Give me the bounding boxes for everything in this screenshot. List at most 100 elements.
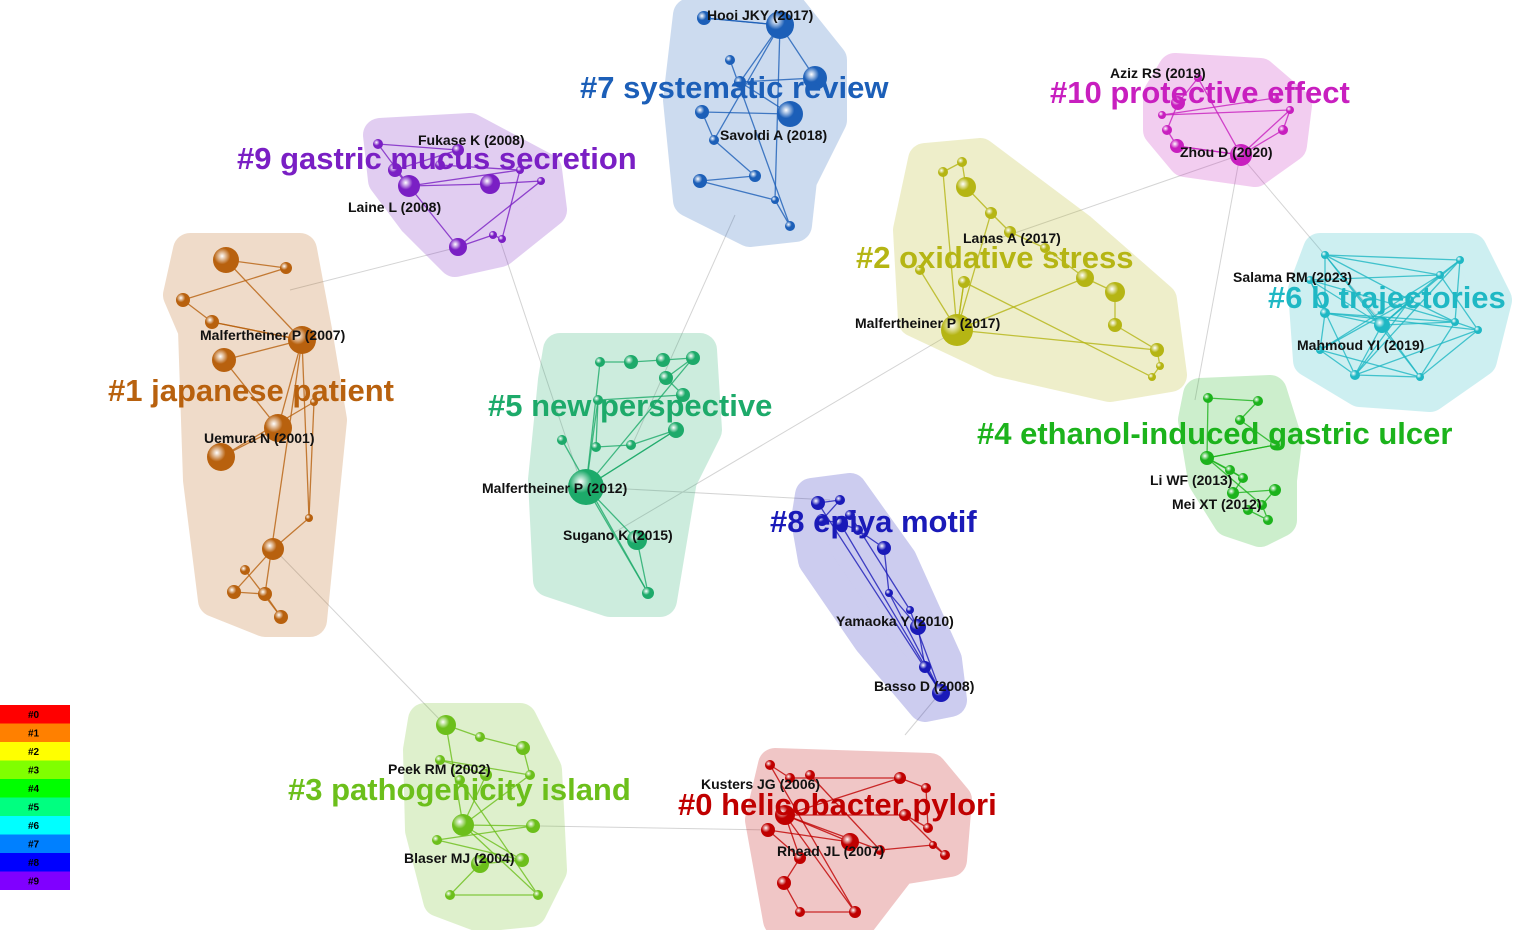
node xyxy=(475,732,485,742)
legend-swatch xyxy=(0,779,70,798)
node-label: Aziz RS (2019) xyxy=(1110,65,1206,81)
edge xyxy=(1319,349,1421,378)
node xyxy=(1286,106,1294,114)
node xyxy=(1235,415,1245,425)
node xyxy=(659,371,673,385)
node xyxy=(1158,111,1166,119)
edge xyxy=(1207,397,1259,402)
edge xyxy=(925,787,929,829)
node xyxy=(803,66,827,90)
node xyxy=(906,606,914,614)
edge xyxy=(713,139,756,177)
node xyxy=(921,783,931,793)
cluster-link xyxy=(289,247,456,291)
node xyxy=(1263,515,1273,525)
edge xyxy=(1240,109,1291,156)
legend-swatch xyxy=(0,816,70,835)
links xyxy=(274,154,1381,831)
edge xyxy=(888,592,942,694)
node xyxy=(709,135,719,145)
node-label: Lanas A (2017) xyxy=(963,230,1061,246)
legend-label: #1 xyxy=(28,729,40,740)
node xyxy=(1436,271,1444,279)
node xyxy=(398,175,420,197)
node xyxy=(1227,487,1239,499)
node-label: Malfertheiner P (2012) xyxy=(482,480,627,496)
node xyxy=(305,514,313,522)
edge xyxy=(1206,457,1263,506)
edge xyxy=(436,825,534,841)
edge xyxy=(501,169,521,240)
node xyxy=(932,684,950,702)
node xyxy=(489,231,497,239)
edge xyxy=(1419,321,1456,378)
node xyxy=(1374,317,1390,333)
node xyxy=(894,772,906,784)
edge xyxy=(595,444,632,448)
node xyxy=(449,238,467,256)
node xyxy=(940,850,950,860)
node-label: Peek RM (2002) xyxy=(388,761,491,777)
node xyxy=(1350,370,1360,380)
edge xyxy=(436,839,523,861)
edge xyxy=(462,824,523,861)
legend-label: #5 xyxy=(28,803,40,814)
node xyxy=(626,440,636,450)
cluster-label: #7 systematic review xyxy=(580,70,889,105)
edge xyxy=(1309,274,1441,281)
legend-label: #3 xyxy=(28,766,40,777)
cluster-label: #1 japanese patient xyxy=(108,373,394,408)
node xyxy=(849,906,861,918)
node xyxy=(686,351,700,365)
cluster-link xyxy=(1194,154,1241,401)
edge xyxy=(1324,254,1441,276)
edge xyxy=(585,357,694,488)
node xyxy=(835,495,845,505)
node xyxy=(262,538,284,560)
node xyxy=(899,809,911,821)
node xyxy=(833,516,847,530)
node xyxy=(1076,269,1094,287)
node xyxy=(1406,296,1414,304)
legend: #0 #1 #2 #3 #4 #5 #6 #7 #8 #9 xyxy=(0,705,70,890)
node xyxy=(805,770,815,780)
edge xyxy=(963,281,1153,378)
node xyxy=(227,585,241,599)
node xyxy=(264,414,292,442)
node xyxy=(816,514,828,526)
edge xyxy=(767,829,851,843)
node xyxy=(877,541,891,555)
node xyxy=(1230,144,1252,166)
node xyxy=(766,11,794,39)
node xyxy=(373,139,383,149)
edge xyxy=(1381,324,1421,378)
edge xyxy=(182,267,287,301)
edge xyxy=(956,329,1158,351)
legend-label: #0 xyxy=(28,710,40,721)
legend-label: #4 xyxy=(28,784,40,795)
cluster-hull xyxy=(893,138,1187,402)
node xyxy=(919,661,931,673)
cluster-link xyxy=(979,154,1241,246)
node xyxy=(656,353,670,367)
edge xyxy=(1354,329,1479,376)
edge xyxy=(1309,279,1356,376)
edge xyxy=(942,171,958,331)
edge xyxy=(817,502,942,694)
cluster-link xyxy=(539,825,771,831)
node xyxy=(785,773,795,783)
node-label: Sugano K (2015) xyxy=(563,527,673,543)
node xyxy=(240,565,250,575)
node xyxy=(533,890,543,900)
edge xyxy=(439,759,487,776)
node xyxy=(811,496,825,510)
edge xyxy=(767,829,801,859)
node xyxy=(212,348,236,372)
cluster-link xyxy=(589,486,831,501)
node xyxy=(1108,318,1122,332)
edge xyxy=(1239,419,1276,446)
node xyxy=(875,845,885,855)
legend-swatch xyxy=(0,705,70,724)
node-label: Uemura N (2001) xyxy=(204,430,315,446)
